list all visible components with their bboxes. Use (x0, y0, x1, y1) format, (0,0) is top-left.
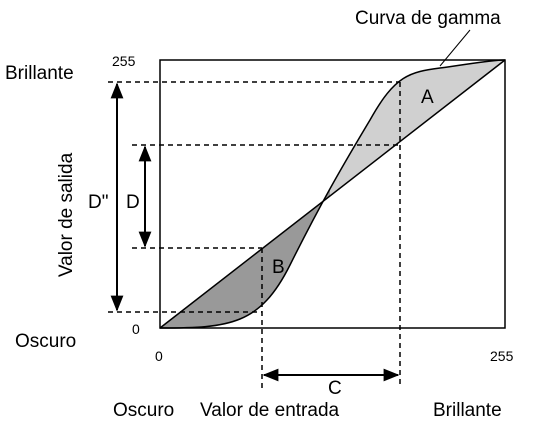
x-axis-label: Valor de entrada (200, 400, 340, 421)
region-b (160, 188, 330, 328)
arrow-label: D" (88, 192, 108, 213)
arrows (110, 82, 400, 382)
gamma-curve (159, 59, 506, 329)
y-axis-label: Valor de salida (56, 152, 77, 277)
arrow-label: C (328, 378, 342, 399)
region-label: B (272, 257, 285, 278)
y-min: 0 (132, 321, 140, 337)
y-bottom-label: Oscuro (15, 331, 76, 352)
linear-line (159, 59, 506, 329)
plot-frame (159, 59, 506, 329)
guides (108, 81, 401, 388)
x-max: 255 (490, 348, 514, 364)
y-top-label: Brillante (5, 63, 74, 84)
curve-label: Curva de gamma (355, 8, 501, 29)
y-max: 255 (112, 53, 136, 69)
arrow-label: D (126, 192, 140, 213)
leader-line (439, 29, 471, 67)
region-label: A (421, 87, 434, 108)
x-left-label: Oscuro (113, 400, 174, 421)
x-min: 0 (155, 348, 163, 364)
x-right-label: Brillante (433, 400, 502, 421)
